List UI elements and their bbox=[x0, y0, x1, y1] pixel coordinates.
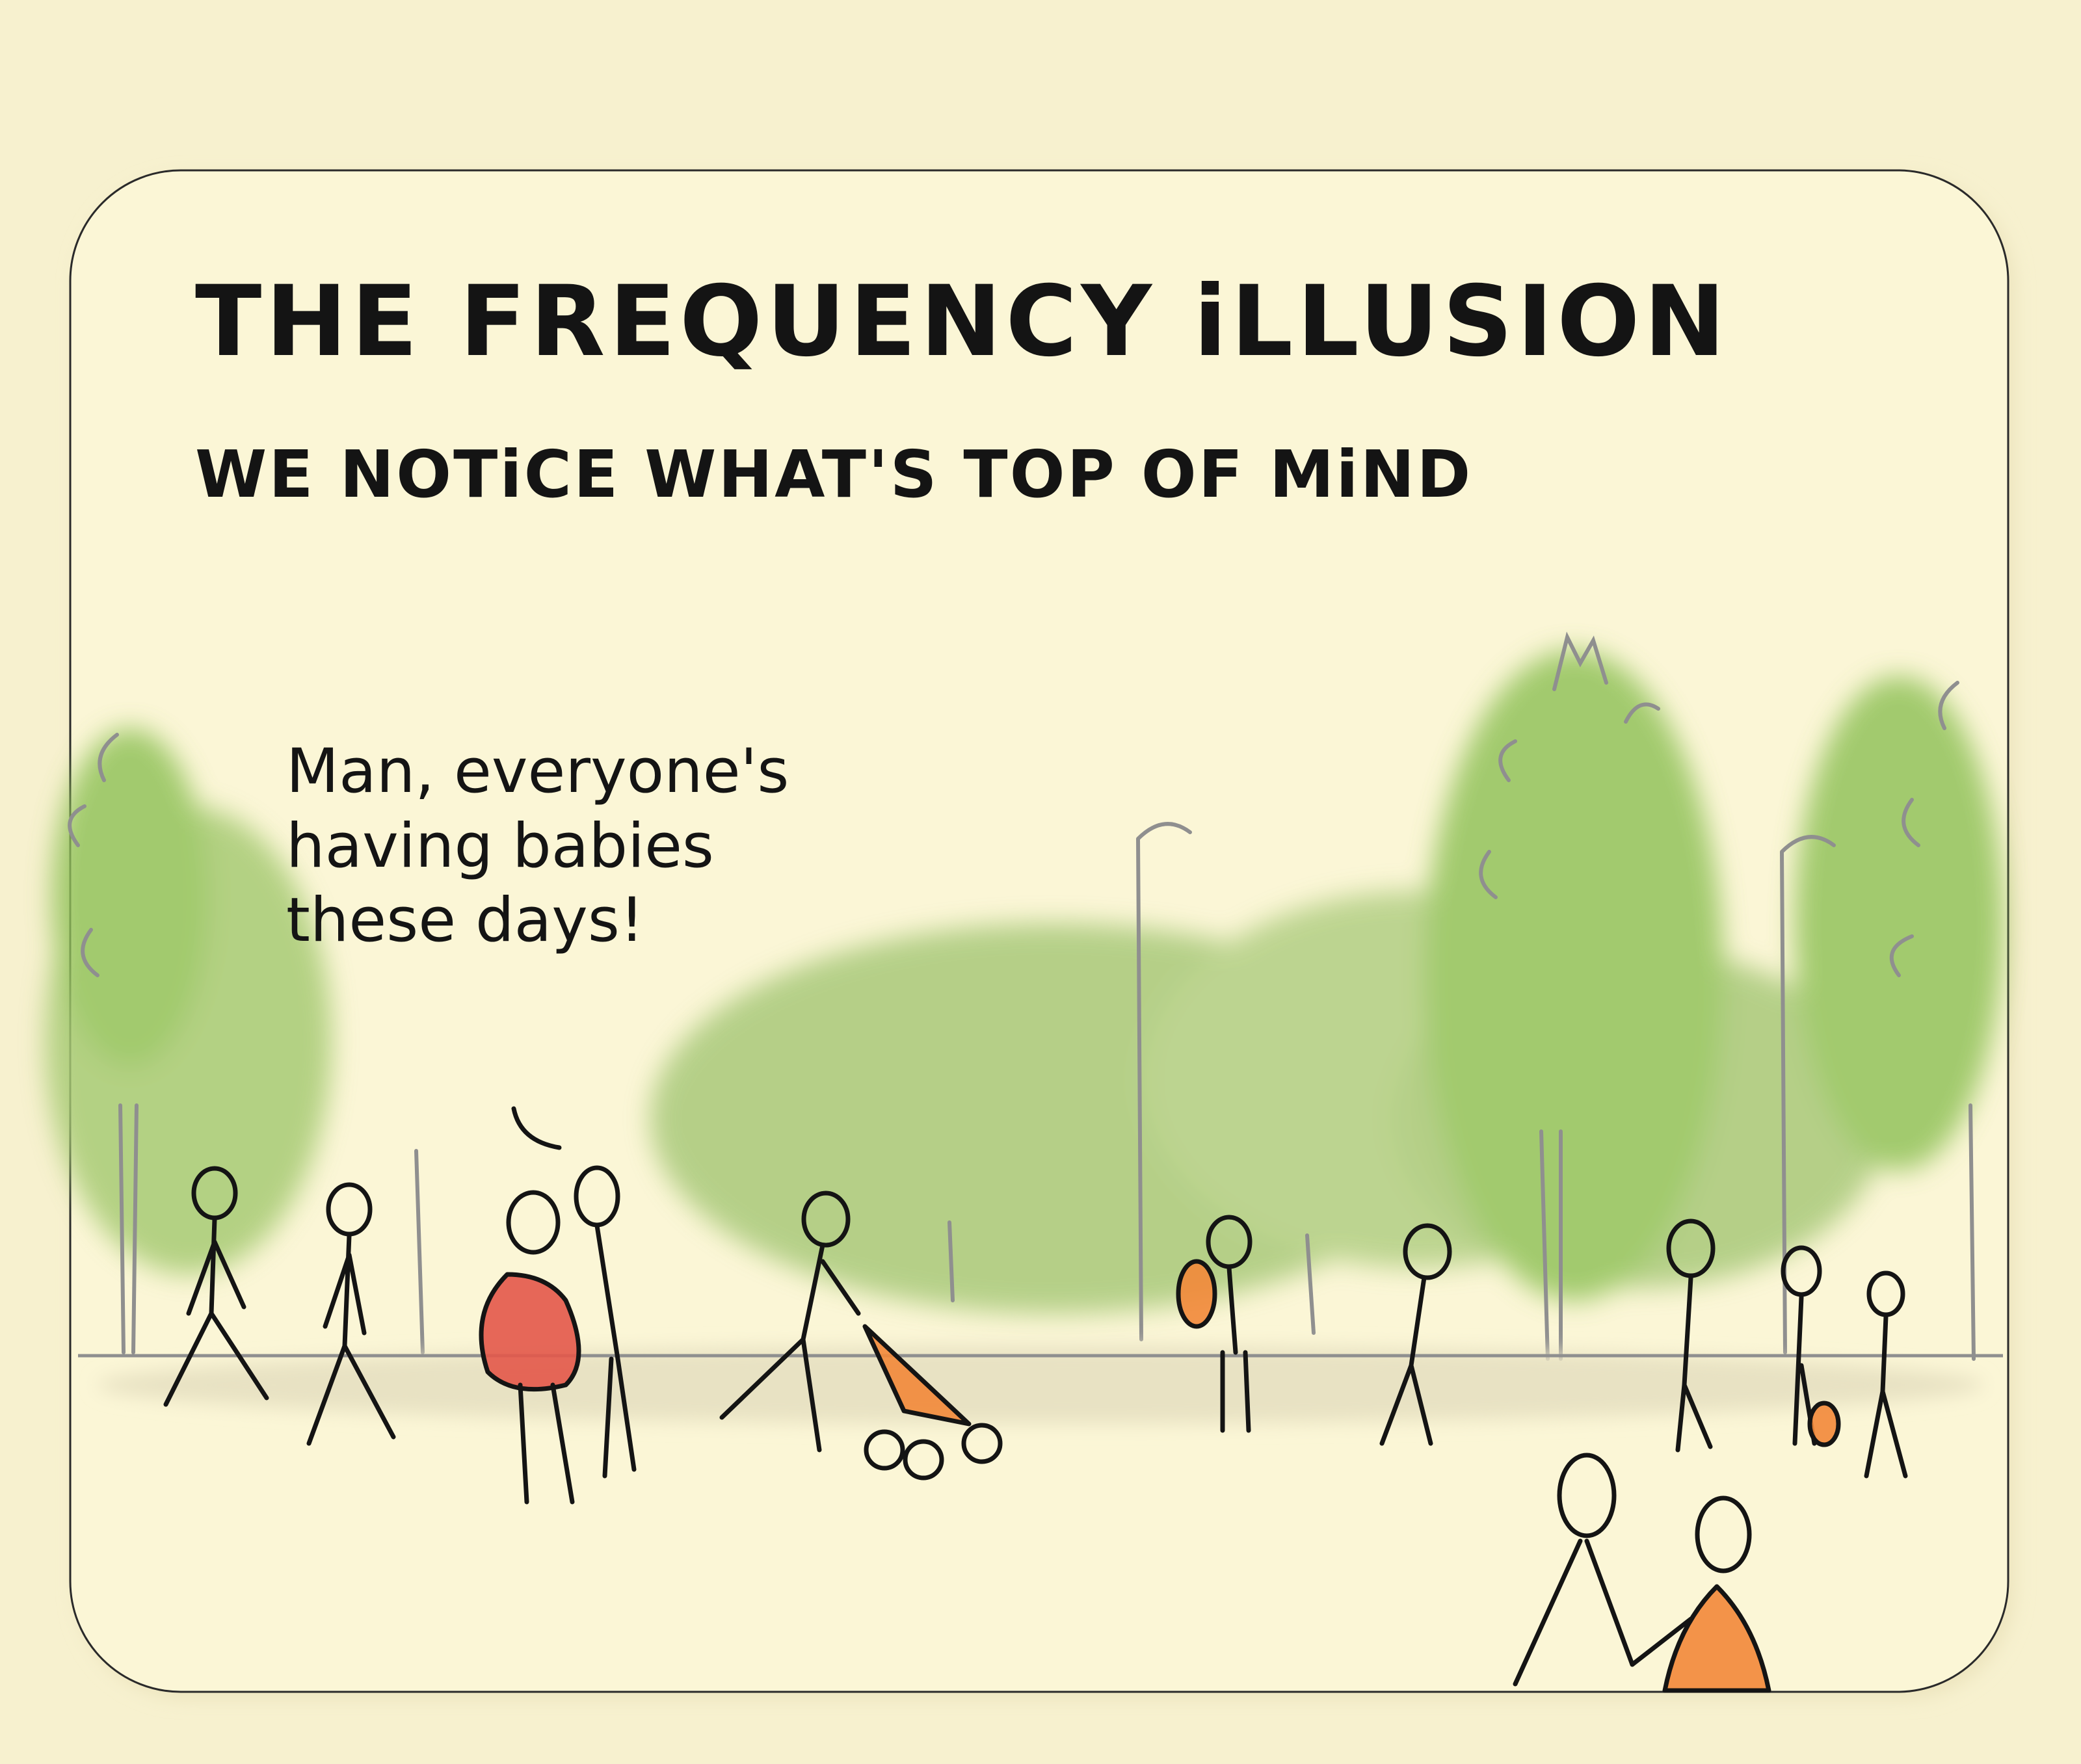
person-icon bbox=[574, 1165, 637, 1479]
person-icon bbox=[1666, 1218, 1716, 1453]
person-icon bbox=[1379, 1223, 1452, 1446]
person-icon bbox=[1630, 1495, 1771, 1693]
person-icon bbox=[1781, 1245, 1841, 1447]
person-icon bbox=[1513, 1453, 1635, 1687]
person-icon bbox=[163, 1166, 269, 1407]
speech-tail bbox=[511, 1106, 562, 1150]
background-foliage bbox=[46, 650, 2003, 1313]
person-icon bbox=[1864, 1270, 1908, 1479]
person-icon bbox=[306, 1182, 396, 1446]
stroller-icon bbox=[862, 1324, 1003, 1481]
stroller-parent bbox=[719, 1191, 861, 1453]
lamp-post-icon bbox=[414, 822, 1836, 1354]
pregnant-woman bbox=[479, 1190, 581, 1505]
tree-icon bbox=[68, 631, 1976, 1361]
person-icon bbox=[1176, 1215, 1253, 1433]
